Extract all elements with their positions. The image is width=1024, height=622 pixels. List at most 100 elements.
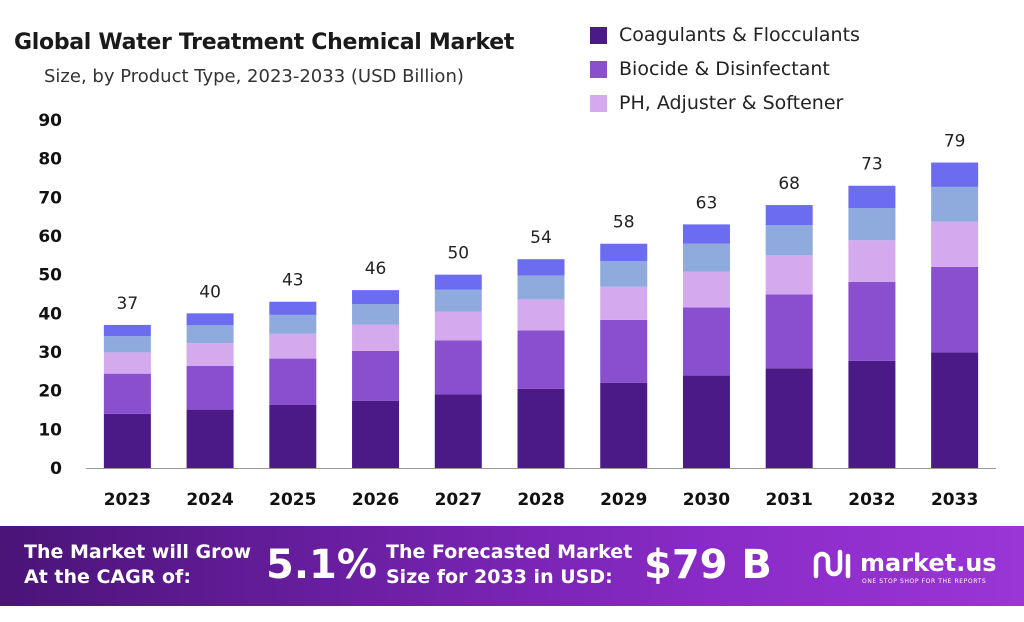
bar-segment	[434, 394, 482, 468]
market-us-logo-icon	[813, 549, 851, 579]
bar-segment	[517, 330, 565, 389]
x-tick-label: 2026	[352, 490, 399, 510]
y-tick-label: 70	[38, 188, 62, 208]
bar-segment	[186, 313, 234, 326]
legend-label: Coagulants & Flocculants	[619, 24, 860, 46]
summary-banner: The Market will Grow At the CAGR of: 5.1…	[0, 526, 1024, 606]
total-data-label: 37	[117, 294, 139, 314]
bar-segment	[517, 388, 565, 468]
bar-segment	[600, 382, 648, 468]
legend-swatch	[590, 60, 607, 78]
bar-segment	[931, 186, 979, 222]
bar-segment	[352, 400, 400, 468]
bar-segment	[269, 301, 317, 315]
bar-segment	[765, 255, 813, 295]
bar-segment	[352, 304, 400, 325]
y-tick-label: 10	[38, 420, 62, 440]
bar-segment	[434, 340, 482, 395]
bar-segment	[517, 259, 565, 276]
y-tick-label: 30	[38, 343, 62, 363]
legend-swatch	[590, 26, 607, 44]
market-us-brand: market.us ONE STOP SHOP FOR THE REPORTS	[812, 546, 997, 585]
bar-segment	[682, 375, 730, 468]
y-tick-label: 50	[38, 266, 62, 286]
legend-swatch	[590, 94, 607, 112]
x-tick-label: 2027	[435, 490, 482, 510]
bar-segment	[186, 365, 234, 410]
y-tick-label: 80	[38, 150, 62, 170]
total-data-label: 50	[447, 244, 469, 264]
chart-title: Global Water Treatment Chemical Market	[14, 30, 515, 55]
bar-segment	[931, 266, 979, 353]
bar-segment	[352, 350, 400, 401]
bar-segment	[269, 314, 317, 334]
total-data-label: 79	[944, 132, 966, 152]
bar-segment	[848, 208, 896, 241]
bar-segment	[682, 271, 730, 308]
bar-segment	[765, 225, 813, 256]
bar-segment	[848, 240, 896, 283]
bar-segment	[600, 286, 648, 320]
total-data-label: 46	[365, 259, 387, 279]
legend-label: PH, Adjuster & Softener	[619, 92, 844, 114]
bar-segment	[682, 224, 730, 244]
legend-item-ph-adjuster: PH, Adjuster & Softener	[590, 86, 860, 120]
forecast-caption: The Forecasted Market Size for 2033 in U…	[386, 540, 632, 590]
bar-segment	[186, 325, 234, 344]
bar-segment	[103, 352, 151, 374]
legend-item-biocide: Biocide & Disinfectant	[590, 52, 860, 86]
total-data-label: 43	[282, 271, 304, 291]
legend: Coagulants & Flocculants Biocide & Disin…	[590, 18, 860, 120]
bar-segment	[434, 274, 482, 290]
bar-segment	[434, 311, 482, 341]
brand-name: market.us	[860, 549, 997, 577]
bar-segment	[682, 307, 730, 376]
bar-segment	[848, 185, 896, 209]
bar-segment	[931, 352, 979, 468]
bar-segment	[103, 413, 151, 468]
legend-item-coagulants: Coagulants & Flocculants	[590, 18, 860, 52]
bar-segment	[352, 290, 400, 305]
bar-segment	[186, 343, 234, 366]
cagr-value: 5.1%	[266, 542, 377, 588]
y-tick-label: 60	[38, 227, 62, 247]
x-tick-label: 2028	[517, 490, 564, 510]
bar-segment	[352, 324, 400, 351]
x-tick-label: 2031	[766, 490, 813, 510]
x-tick-label: 2023	[104, 490, 151, 510]
y-tick-label: 0	[50, 459, 62, 479]
bar-segment	[931, 162, 979, 187]
bar-segment	[269, 404, 317, 468]
cagr-caption-line-1: The Market will Grow	[24, 541, 252, 563]
legend-label: Biocide & Disinfectant	[619, 58, 830, 80]
total-data-label: 68	[778, 174, 800, 194]
bar-segment	[682, 243, 730, 272]
bar-segment	[931, 221, 979, 267]
forecast-value: $79 B	[644, 542, 772, 588]
stacked-bar-chart: 0102030405060708090372023402024432025462…	[38, 111, 996, 510]
chart-subtitle: Size, by Product Type, 2023-2033 (USD Bi…	[44, 66, 464, 87]
bar-segment	[517, 275, 565, 300]
bar-segment	[600, 319, 648, 383]
x-tick-label: 2030	[683, 490, 730, 510]
bar-segment	[765, 205, 813, 226]
x-tick-label: 2029	[600, 490, 647, 510]
x-tick-label: 2033	[931, 490, 978, 510]
bar-segment	[103, 373, 151, 414]
x-tick-label: 2032	[848, 490, 895, 510]
total-data-label: 73	[861, 155, 883, 175]
bar-segment	[765, 368, 813, 468]
cagr-caption: The Market will Grow At the CAGR of:	[24, 540, 251, 590]
y-tick-label: 90	[38, 111, 62, 131]
x-tick-label: 2025	[269, 490, 316, 510]
bar-segment	[848, 360, 896, 468]
bar-segment	[848, 282, 896, 361]
bar-segment	[434, 289, 482, 312]
forecast-caption-line-2: Size for 2033 in USD:	[386, 566, 613, 588]
bar-segment	[103, 336, 151, 353]
bar-segment	[103, 324, 151, 337]
bar-segment	[269, 333, 317, 359]
x-tick-label: 2024	[186, 490, 233, 510]
bar-segment	[765, 294, 813, 369]
bar-segment	[517, 299, 565, 331]
